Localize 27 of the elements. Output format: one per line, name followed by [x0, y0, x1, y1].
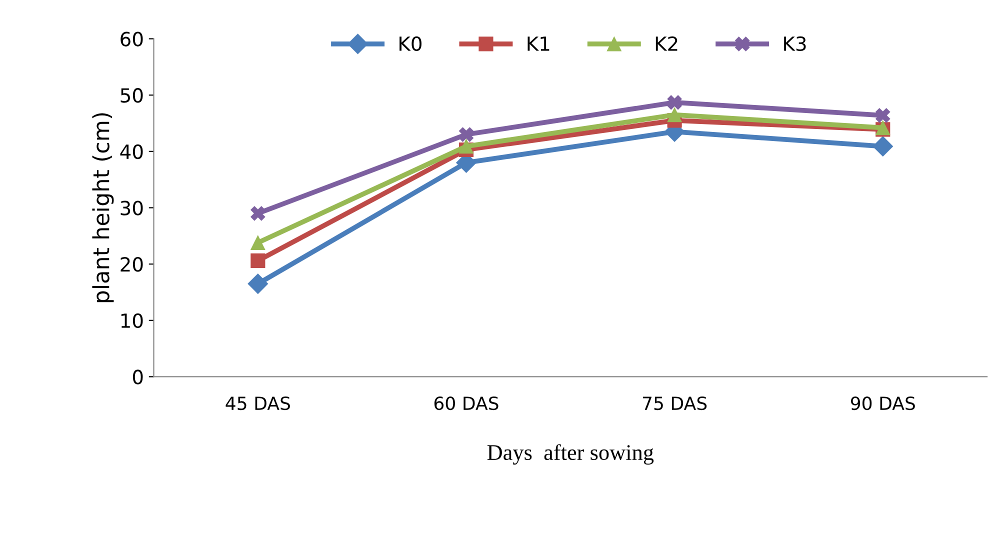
legend-label: K2: [656, 36, 678, 51]
x-tick-label: 90 DAS: [850, 396, 915, 410]
legend-label: K0: [400, 36, 422, 52]
point: [250, 253, 266, 268]
point: [876, 108, 890, 123]
x-tick-label: 45 DAS: [226, 396, 290, 410]
legend-label: K1: [528, 36, 550, 51]
y-tick-label: 50: [120, 88, 143, 103]
y-tick-label: 60: [120, 32, 143, 46]
y-tick-label: 20: [120, 257, 143, 272]
x-axis-title: Days after sowing: [487, 444, 654, 465]
y-tick-label: 10: [121, 313, 143, 328]
x-tick-label: 75 DAS: [642, 396, 707, 410]
point: [872, 136, 894, 157]
point: [248, 274, 268, 294]
y-axis-title: plant height (cm): [92, 113, 114, 302]
point: [667, 95, 682, 110]
point: [458, 127, 474, 142]
x-tick-label: 60 DAS: [434, 396, 498, 410]
point: [667, 108, 682, 122]
point: [250, 206, 266, 221]
legend-label: K3: [784, 36, 806, 52]
y-tick-label: 0: [132, 370, 143, 384]
point: [458, 139, 474, 154]
point: [250, 235, 266, 250]
y-tick-label: 40: [120, 144, 143, 160]
y-tick-label: 30: [120, 200, 143, 216]
